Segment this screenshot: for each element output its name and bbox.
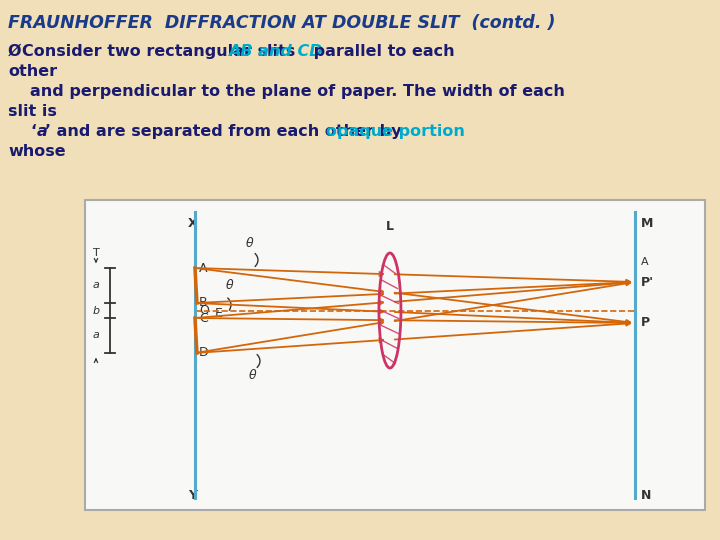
Text: opaque portion: opaque portion bbox=[326, 124, 465, 139]
Text: Y: Y bbox=[189, 489, 197, 502]
Text: Consider two rectangular slits: Consider two rectangular slits bbox=[22, 44, 301, 59]
Text: b: b bbox=[92, 306, 99, 315]
Text: P: P bbox=[641, 316, 650, 329]
Text: whose: whose bbox=[8, 144, 66, 159]
Text: ‘: ‘ bbox=[30, 124, 36, 139]
Text: C: C bbox=[199, 312, 207, 325]
Text: A: A bbox=[641, 257, 649, 267]
Text: O: O bbox=[199, 304, 209, 317]
Bar bbox=[85, 200, 705, 510]
Text: L: L bbox=[386, 220, 394, 233]
Text: D: D bbox=[199, 347, 209, 360]
Text: A: A bbox=[199, 261, 207, 274]
Text: ’ and are separated from each other by: ’ and are separated from each other by bbox=[45, 124, 407, 139]
Text: FRAUNHOFFER  DIFFRACTION AT DOUBLE SLIT  (contd. ): FRAUNHOFFER DIFFRACTION AT DOUBLE SLIT (… bbox=[8, 14, 556, 32]
Text: $\theta$: $\theta$ bbox=[225, 278, 235, 292]
Text: parallel to each: parallel to each bbox=[308, 44, 454, 59]
Text: B: B bbox=[199, 296, 207, 309]
Text: N: N bbox=[641, 489, 652, 502]
Text: a: a bbox=[93, 330, 99, 341]
Text: a: a bbox=[37, 124, 48, 139]
Text: $\theta$: $\theta$ bbox=[248, 368, 258, 382]
Text: M: M bbox=[641, 217, 653, 230]
Text: T: T bbox=[93, 248, 99, 258]
Text: a: a bbox=[93, 280, 99, 291]
Text: and perpendicular to the plane of paper. The width of each: and perpendicular to the plane of paper.… bbox=[30, 84, 565, 99]
Text: other: other bbox=[8, 64, 57, 79]
Text: E: E bbox=[215, 307, 222, 320]
Text: X: X bbox=[188, 217, 198, 230]
Text: $\theta$: $\theta$ bbox=[246, 236, 255, 250]
Text: P': P' bbox=[641, 275, 654, 288]
Text: Ø: Ø bbox=[8, 44, 22, 59]
Text: AB and CD: AB and CD bbox=[228, 44, 323, 59]
Text: slit is: slit is bbox=[8, 104, 57, 119]
